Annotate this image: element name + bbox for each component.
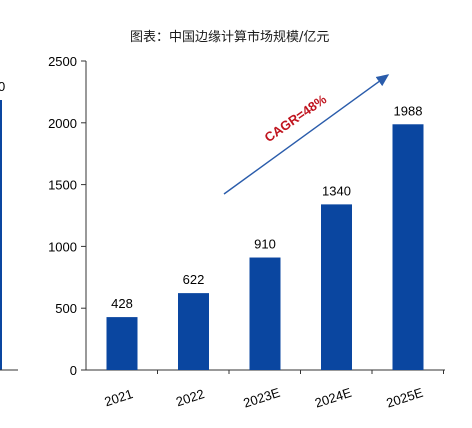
data-label: 910 — [254, 237, 276, 252]
x-tick-label: 2021 — [103, 386, 135, 409]
bar — [321, 204, 352, 370]
cagr-label: CAGR=48% — [262, 91, 330, 145]
bar — [249, 257, 281, 370]
left-fragment-bar — [0, 100, 2, 370]
bar — [106, 317, 138, 370]
x-tick-label: 2022 — [174, 386, 206, 409]
cagr-annotation: CAGR=48% — [223, 74, 390, 195]
data-label: 622 — [183, 272, 205, 287]
bar — [178, 293, 209, 370]
y-tick-label: 1000 — [48, 239, 77, 254]
x-tick-label: 2025E — [384, 385, 425, 411]
x-tick-label: 2023E — [241, 385, 282, 411]
y-tick-label: 2500 — [48, 54, 77, 69]
chart-title: 图表：中国边缘计算市场规模/亿元 — [130, 30, 330, 45]
x-tick-label: 2024E — [313, 385, 354, 411]
bars — [106, 124, 424, 370]
x-tick-labels: 2021 2022 2023E 2024E 2025E — [103, 385, 426, 411]
data-label: 1988 — [394, 103, 423, 118]
data-label: 1340 — [322, 183, 351, 198]
bar — [392, 124, 424, 370]
y-tick-label: 500 — [55, 301, 77, 316]
cagr-arrow — [223, 74, 390, 195]
data-label: 428 — [111, 296, 133, 311]
y-tick-label: 1500 — [48, 178, 77, 193]
y-tick-labels: 0 500 1000 1500 2000 2500 — [48, 54, 77, 378]
y-tick-label: 0 — [70, 363, 77, 378]
data-labels: 428 622 910 1340 1988 — [111, 103, 422, 311]
left-chart-fragment: 0 — [0, 79, 18, 371]
left-fragment-label: 0 — [0, 79, 5, 94]
y-tick-label: 2000 — [48, 116, 77, 131]
